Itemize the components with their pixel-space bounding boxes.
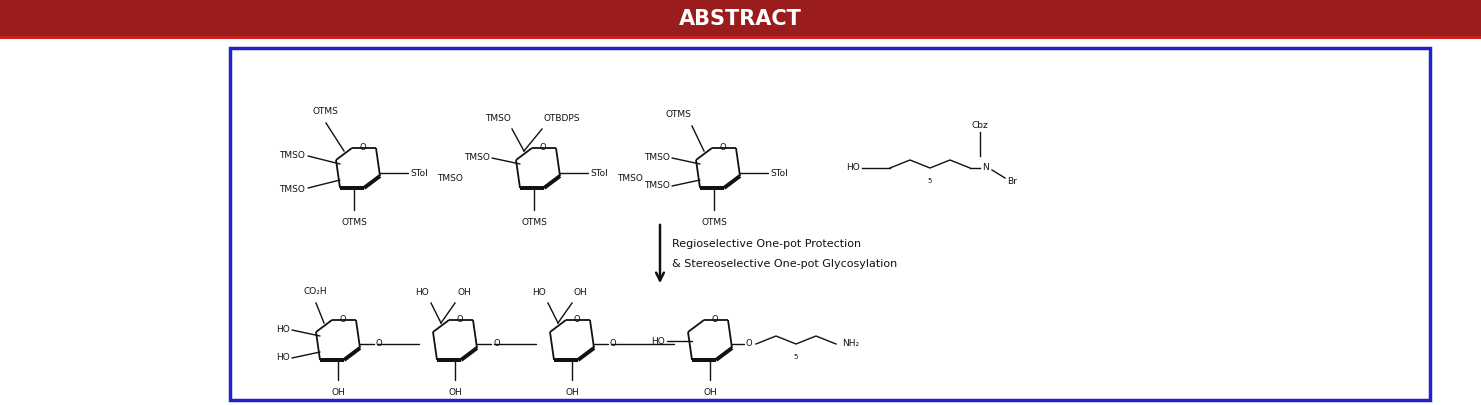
Text: O: O [360,143,366,151]
Bar [0,0,1481,38]
Text: STol: STol [770,168,788,177]
Text: OH: OH [703,388,717,397]
Text: CO₂H: CO₂H [304,287,327,296]
Text: O: O [339,315,347,324]
Text: & Stereoselective One-pot Glycosylation: & Stereoselective One-pot Glycosylation [672,259,897,269]
Text: O: O [712,315,718,324]
Text: HO: HO [415,288,429,297]
Text: TMSO: TMSO [644,153,669,162]
Text: N: N [982,164,989,173]
Text: O: O [456,315,464,324]
Text: OTMS: OTMS [312,107,338,116]
Text: Br: Br [1007,177,1017,186]
Text: TMSO: TMSO [644,181,669,190]
Text: O: O [573,315,581,324]
Text: HO: HO [532,288,546,297]
Bar [0,36,1481,39]
Text: OH: OH [332,388,345,397]
Text: OTBDPS: OTBDPS [544,114,579,123]
Text: TMSO: TMSO [618,174,643,183]
Text: 5: 5 [927,178,932,184]
Text: O: O [493,339,499,348]
Text: TMSO: TMSO [278,185,305,194]
Text: OH: OH [458,288,471,297]
Text: Regioselective One-pot Protection: Regioselective One-pot Protection [672,239,860,249]
Text: HO: HO [846,164,860,173]
Text: O: O [376,339,382,348]
Text: TMSO: TMSO [486,114,511,123]
Text: ABSTRACT: ABSTRACT [680,9,801,29]
Text: O: O [610,339,616,348]
Text: NH₂: NH₂ [843,339,859,348]
Text: OH: OH [449,388,462,397]
Bar [230,48,1431,400]
Text: 5: 5 [794,354,798,360]
Text: OH: OH [575,288,588,297]
Text: O: O [746,339,752,348]
Text: STol: STol [410,168,428,177]
Text: OH: OH [566,388,579,397]
Text: TMSO: TMSO [464,153,490,162]
Text: Cbz: Cbz [972,121,988,130]
Text: HO: HO [277,324,290,333]
Text: O: O [539,143,546,151]
Text: TMSO: TMSO [437,174,464,183]
Text: OTMS: OTMS [701,218,727,227]
Text: OTMS: OTMS [341,218,367,227]
Text: TMSO: TMSO [278,151,305,160]
Text: O: O [720,143,726,151]
Text: OTMS: OTMS [521,218,546,227]
Text: OTMS: OTMS [665,110,692,119]
Text: HO: HO [277,354,290,362]
Text: HO: HO [652,337,665,345]
Text: STol: STol [589,168,607,177]
